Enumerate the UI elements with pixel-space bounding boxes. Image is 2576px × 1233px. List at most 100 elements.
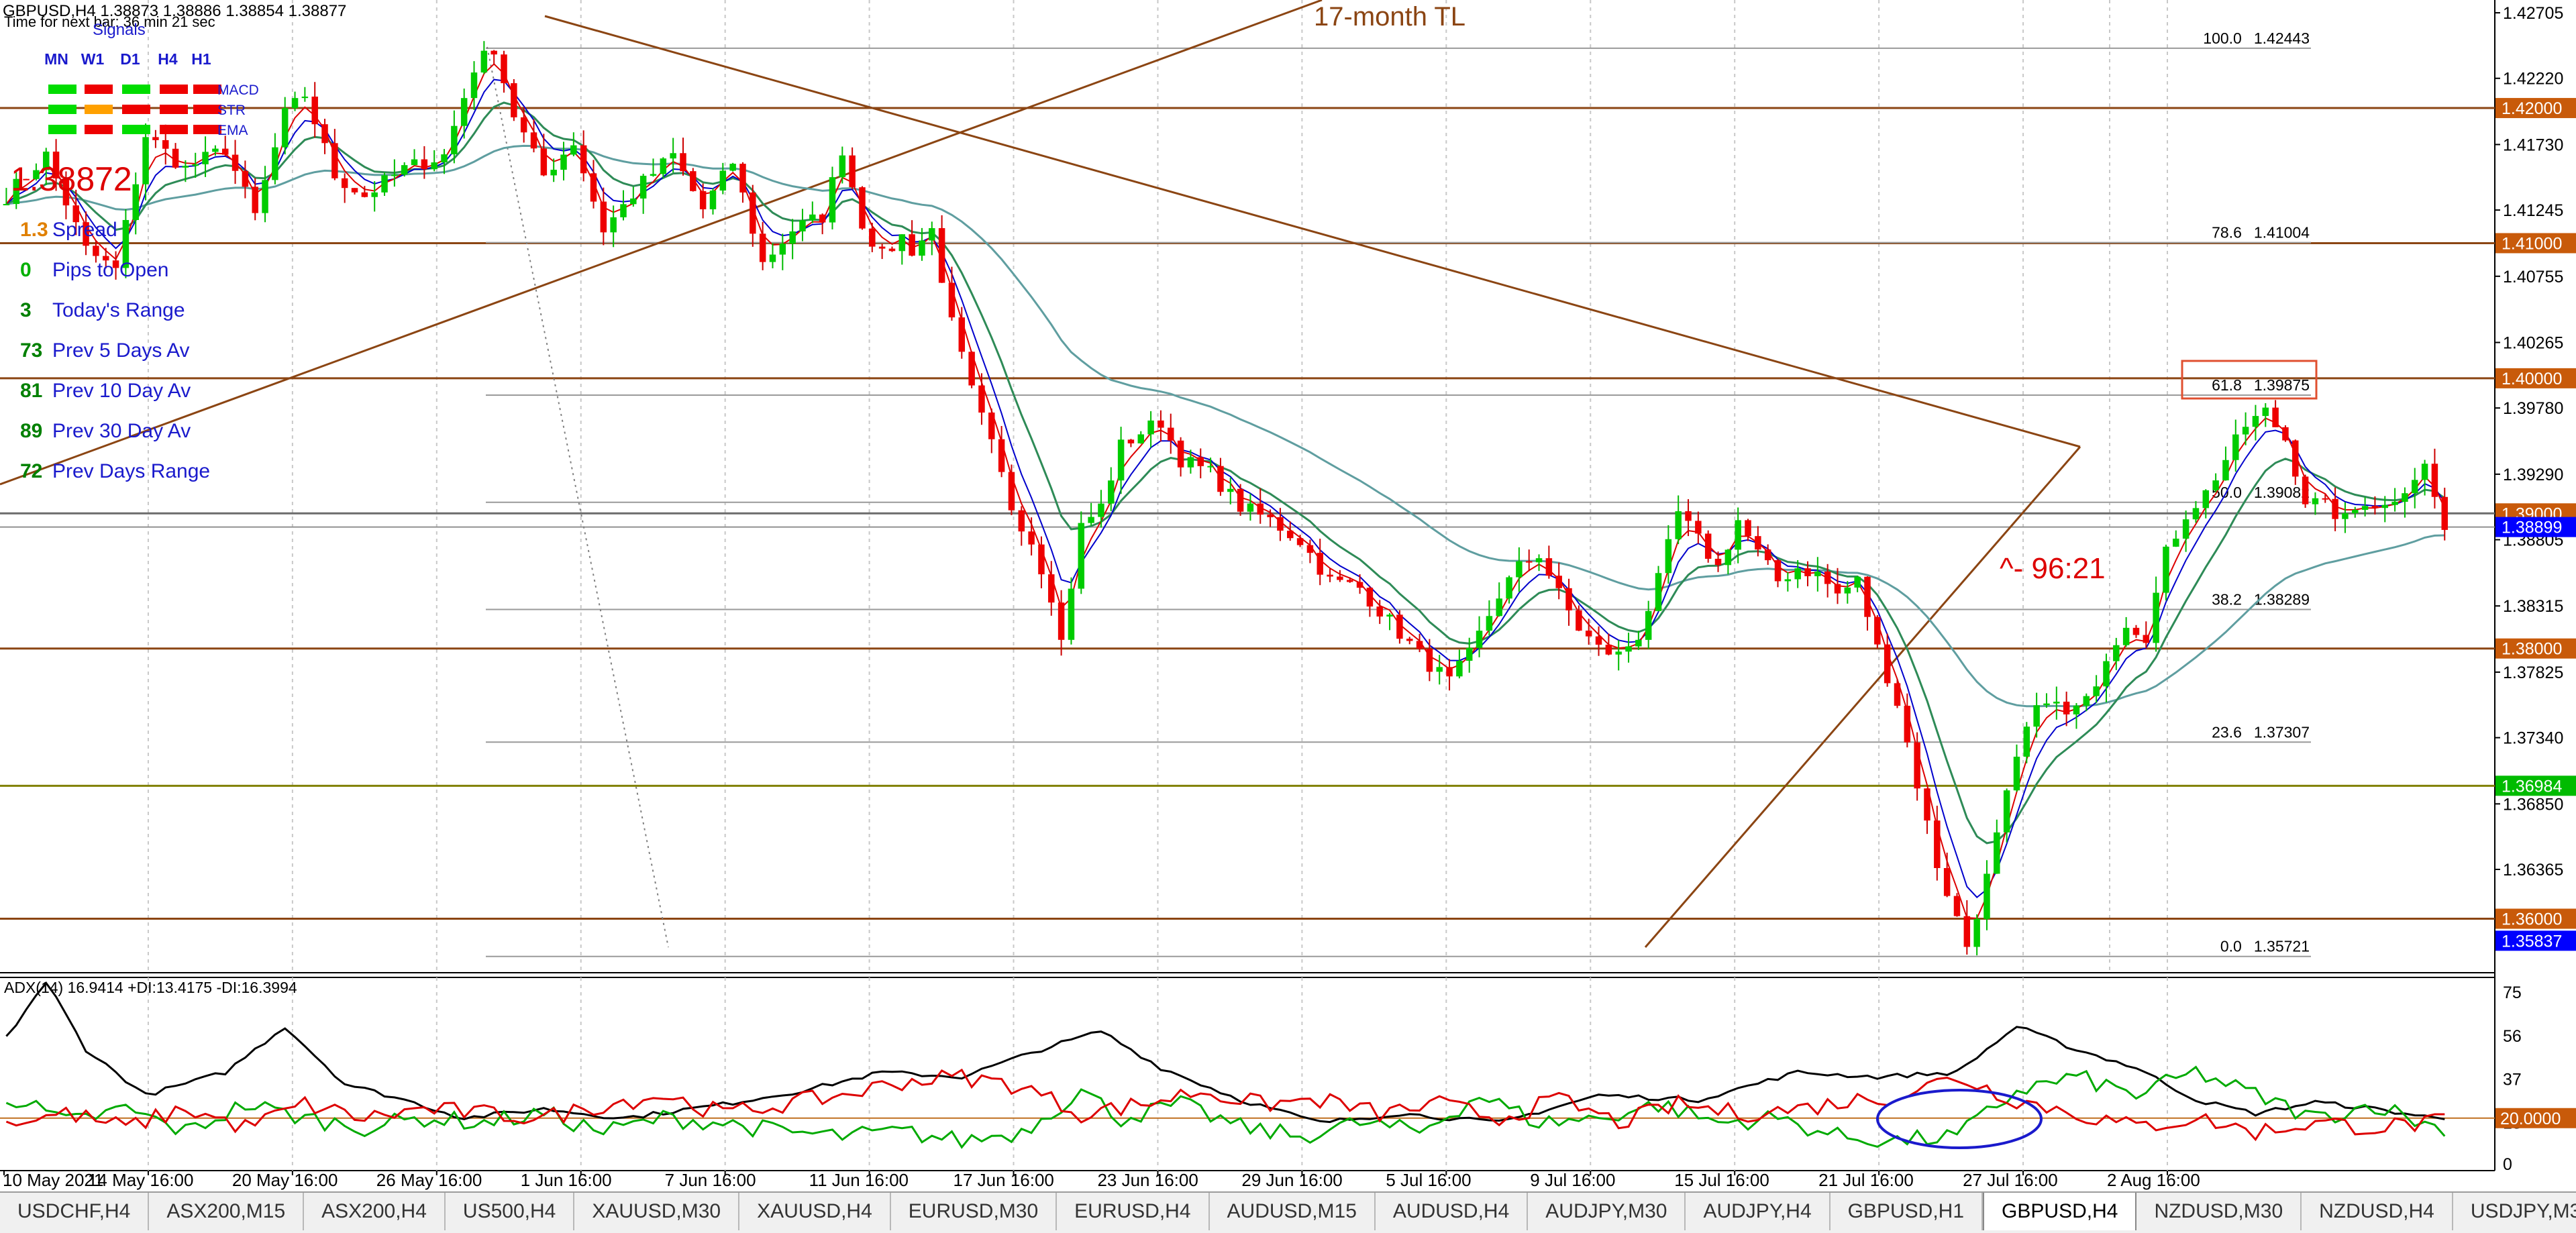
tab-audjpy-m30[interactable]: AUDJPY,M30 <box>1528 1193 1686 1230</box>
candle <box>998 439 1005 472</box>
candle <box>182 166 189 168</box>
candle <box>540 148 548 176</box>
candle <box>1496 598 1502 616</box>
candle <box>1078 523 1085 589</box>
candle <box>411 159 418 166</box>
candle <box>1506 577 1512 599</box>
candle <box>630 198 637 205</box>
tab-audusd-h4[interactable]: AUDUSD,H4 <box>1376 1193 1529 1230</box>
signal-cell <box>48 105 76 114</box>
horizontal-levels <box>0 107 2495 920</box>
plus-di-line <box>5 1065 2446 1149</box>
candle <box>1675 511 1682 539</box>
candle <box>33 170 40 179</box>
tab-gbpusd-h4[interactable]: GBPUSD,H4 <box>1983 1193 2137 1230</box>
candle <box>1565 588 1572 610</box>
candle <box>1296 538 1304 545</box>
candle <box>1257 503 1264 515</box>
stat-label: Prev 10 Day Av <box>52 380 191 402</box>
candle <box>2222 460 2229 481</box>
candle <box>3 204 10 206</box>
candle <box>441 154 448 163</box>
candle <box>391 174 398 176</box>
candle <box>590 173 597 202</box>
candle <box>1237 488 1244 512</box>
bar-timer: Time for next bar: 36 min 21 sec <box>4 13 215 30</box>
price-tag: 1.40000 <box>2495 368 2576 388</box>
candle <box>1685 511 1692 521</box>
fib-base-line <box>486 46 669 948</box>
candle <box>958 317 966 352</box>
tab-eurusd-h4[interactable]: EURUSD,H4 <box>1057 1193 1210 1230</box>
fib-label: 38.2 1.38289 <box>2212 590 2310 608</box>
candle <box>83 222 89 246</box>
candle <box>431 162 437 170</box>
level-highlight-box <box>2181 360 2318 400</box>
signals-panel: Signals MN W1 D1 H4 H1 MACD STR EMA <box>44 21 259 138</box>
tab-asx200-m15[interactable]: ASX200,M15 <box>149 1193 305 1230</box>
candle <box>1426 649 1433 672</box>
price-axis: 1.42705 1.42220 1.41730 1.41245 1.40755 1.402… <box>2495 4 2576 951</box>
tab-asx200-h4[interactable]: ASX200,H4 <box>304 1193 446 1230</box>
candle <box>1406 639 1413 641</box>
candle <box>1068 588 1075 640</box>
tab-gbpusd-h1[interactable]: GBPUSD,H1 <box>1831 1193 1983 1230</box>
signal-cell <box>48 85 76 94</box>
candle <box>829 177 836 223</box>
candle <box>2043 703 2050 706</box>
tab-xauusd-m30[interactable]: XAUUSD,M30 <box>574 1193 740 1230</box>
candle <box>1824 571 1831 584</box>
candle <box>1476 631 1483 648</box>
x-tick-label: 26 May 16:00 <box>376 1170 482 1190</box>
candle <box>1147 420 1154 435</box>
fib-level: 100.0 <box>2203 30 2242 47</box>
y-tick-label: 1.37825 <box>2503 663 2563 682</box>
tab-eurusd-m30[interactable]: EURUSD,M30 <box>891 1193 1058 1230</box>
tab-usdchf-h4[interactable]: USDCHF,H4 <box>0 1193 150 1230</box>
fib-level: 78.6 <box>2212 224 2242 242</box>
candle <box>2073 705 2080 714</box>
candle <box>1615 651 1622 655</box>
fib-label: 0.0 1.35721 <box>2220 938 2310 955</box>
x-tick-label: 15 Jul 16:00 <box>1674 1170 1769 1190</box>
candle <box>1048 574 1055 603</box>
falling-trendline[interactable] <box>544 15 2081 448</box>
tab-xauusd-h4[interactable]: XAUUSD,H4 <box>739 1193 891 1230</box>
candle <box>719 170 727 191</box>
candle <box>1784 579 1792 582</box>
tab-nzdusd-h4[interactable]: NZDUSD,H4 <box>2302 1193 2453 1230</box>
candle <box>1665 539 1672 574</box>
candle <box>1157 420 1164 428</box>
tab-audusd-m15[interactable]: AUDUSD,M15 <box>1210 1193 1376 1230</box>
candle <box>152 137 159 140</box>
candle <box>1187 457 1194 468</box>
rising-trendline[interactable] <box>0 0 1323 486</box>
trendlines <box>0 0 2081 948</box>
candle <box>1635 639 1642 647</box>
adx-line <box>5 981 2445 1124</box>
candle <box>212 148 219 152</box>
candles <box>3 41 2449 956</box>
tab-audjpy-h4[interactable]: AUDJPY,H4 <box>1686 1193 1831 1230</box>
tab-usdjpy-m30[interactable]: USDJPY,M30 <box>2453 1193 2576 1230</box>
stat-label: Prev Days Range <box>52 460 210 482</box>
candle <box>192 164 199 166</box>
candle <box>1655 573 1662 611</box>
tab-us500-h4[interactable]: US500,H4 <box>446 1193 575 1230</box>
adx-tick-label: 75 <box>2503 983 2522 1002</box>
candle <box>1117 439 1125 481</box>
candle <box>2292 440 2299 477</box>
price-tag-text: 1.41000 <box>2502 234 2562 253</box>
candle <box>2431 464 2438 497</box>
candle <box>1894 683 1901 706</box>
candle <box>331 143 338 178</box>
candle <box>1366 588 1374 607</box>
candle <box>1137 434 1145 443</box>
candle <box>1555 576 1562 588</box>
support-trendline[interactable] <box>1644 446 2081 948</box>
price-tag-text: 1.36000 <box>2502 910 2562 929</box>
tab-nzdusd-m30[interactable]: NZDUSD,M30 <box>2136 1193 2302 1230</box>
candle <box>1346 580 1353 582</box>
candle <box>1018 510 1025 532</box>
